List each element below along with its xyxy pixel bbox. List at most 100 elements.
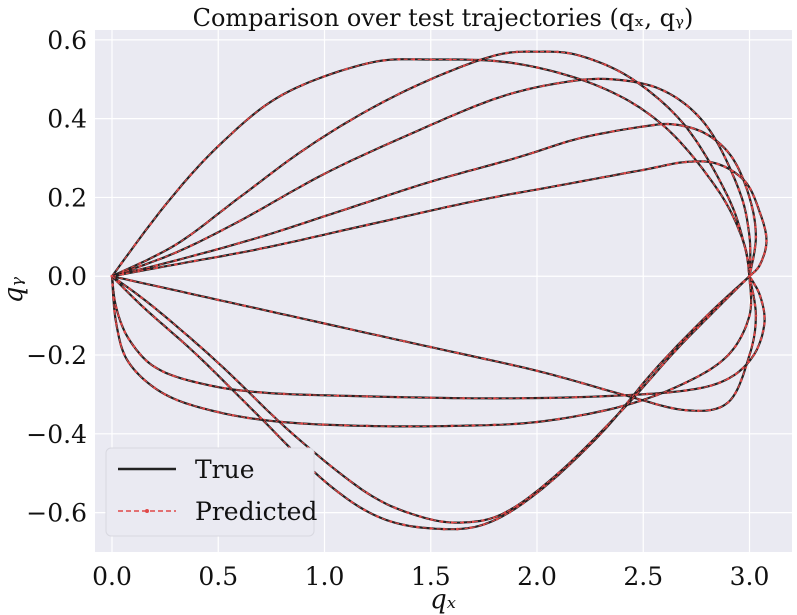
predicted-marker xyxy=(578,54,581,57)
predicted-marker xyxy=(117,314,120,318)
predicted-marker xyxy=(761,330,765,333)
x-tick-label: 1.0 xyxy=(305,562,345,591)
predicted-marker xyxy=(765,239,768,243)
predicted-marker xyxy=(259,416,263,420)
predicted-marker xyxy=(529,494,532,498)
predicted-marker xyxy=(744,185,748,189)
legend-predicted-label: Predicted xyxy=(195,497,317,526)
predicted-marker xyxy=(336,394,340,398)
predicted-marker xyxy=(645,392,649,396)
predicted-marker xyxy=(190,232,193,236)
predicted-marker xyxy=(635,393,638,397)
x-tick-label: 0.0 xyxy=(92,562,132,591)
x-tick-labels: 0.0 0.5 1.0 1.5 2.0 2.5 3.0 xyxy=(92,562,769,591)
predicted-marker xyxy=(117,332,120,336)
predicted-marker xyxy=(471,200,475,203)
predicted-marker xyxy=(237,241,241,245)
predicted-marker xyxy=(174,243,178,246)
predicted-marker xyxy=(416,525,419,529)
predicted-marker xyxy=(738,174,741,178)
predicted-marker xyxy=(127,338,131,341)
predicted-marker xyxy=(462,396,465,400)
predicted-marker xyxy=(449,58,452,61)
predicted-marker xyxy=(566,51,570,55)
predicted-marker xyxy=(753,303,757,307)
predicted-marker xyxy=(323,172,326,176)
predicted-marker xyxy=(238,219,241,223)
predicted-marker xyxy=(471,520,475,524)
predicted-marker xyxy=(655,403,658,406)
predicted-marker xyxy=(163,393,167,396)
predicted-marker xyxy=(226,384,230,387)
predicted-marker xyxy=(301,184,305,187)
predicted-marker xyxy=(752,353,756,357)
predicted-marker xyxy=(750,206,754,209)
predicted-marker xyxy=(216,298,220,302)
predicted-marker xyxy=(748,282,752,285)
predicted-marker xyxy=(413,85,417,88)
predicted-marker xyxy=(748,353,751,357)
predicted-marker xyxy=(658,98,662,102)
predicted-marker xyxy=(301,83,304,87)
predicted-marker xyxy=(420,211,423,214)
predicted-marker xyxy=(254,184,257,187)
predicted-trajectory-1 xyxy=(111,51,751,277)
predicted-marker xyxy=(734,344,737,348)
predicted-marker xyxy=(321,423,325,426)
predicted-marker xyxy=(492,59,496,63)
predicted-marker xyxy=(337,491,340,494)
predicted-marker xyxy=(206,220,209,224)
predicted-marker xyxy=(481,519,485,522)
predicted-marker xyxy=(199,346,203,349)
predicted-marker xyxy=(514,156,518,160)
predicted-markers-5 xyxy=(110,274,758,413)
predicted-marker xyxy=(663,125,666,128)
predicted-marker xyxy=(127,361,131,365)
predicted-marker xyxy=(748,235,751,239)
predicted-marker xyxy=(599,85,602,89)
predicted-marker xyxy=(679,340,683,344)
predicted-marker xyxy=(666,163,670,167)
predicted-marker xyxy=(112,296,115,299)
predicted-marker xyxy=(744,180,747,183)
predicted-marker xyxy=(761,258,764,261)
predicted-marker xyxy=(259,391,263,394)
predicted-marker xyxy=(253,396,257,400)
predicted-marker xyxy=(750,278,753,281)
predicted-marker xyxy=(557,81,560,85)
predicted-trajectory-4 xyxy=(111,160,768,277)
predicted-marker xyxy=(175,398,179,402)
predicted-marker xyxy=(556,50,559,54)
predicted-marker xyxy=(742,280,746,283)
predicted-marker xyxy=(744,247,747,250)
predicted-marker xyxy=(685,104,689,107)
predicted-marker xyxy=(205,237,208,240)
predicted-marker xyxy=(748,246,752,250)
predicted-marker xyxy=(493,397,496,400)
predicted-marker xyxy=(291,432,294,436)
predicted-marker xyxy=(535,420,539,424)
predicted-marker xyxy=(189,244,193,247)
predicted-marker xyxy=(521,396,525,400)
predicted-marker xyxy=(129,279,133,282)
predicted-marker xyxy=(429,527,433,530)
predicted-marker xyxy=(760,300,764,304)
predicted-marker xyxy=(762,307,765,311)
predicted-marker xyxy=(429,396,433,400)
legend-predicted-marker xyxy=(145,509,149,513)
predicted-marker xyxy=(270,310,273,314)
predicted-marker xyxy=(120,261,123,265)
predicted-marker xyxy=(571,79,574,83)
predicted-marker xyxy=(187,292,191,295)
predicted-marker xyxy=(348,479,352,483)
predicted-marker xyxy=(731,156,734,160)
predicted-marker xyxy=(412,58,416,61)
predicted-marker xyxy=(753,246,757,249)
predicted-marker xyxy=(718,179,721,182)
predicted-marker xyxy=(671,111,675,114)
predicted-marker xyxy=(189,173,193,176)
predicted-marker xyxy=(741,366,745,370)
predicted-marker xyxy=(153,386,156,390)
predicted-marker xyxy=(763,226,766,229)
predicted-marker xyxy=(163,204,167,207)
